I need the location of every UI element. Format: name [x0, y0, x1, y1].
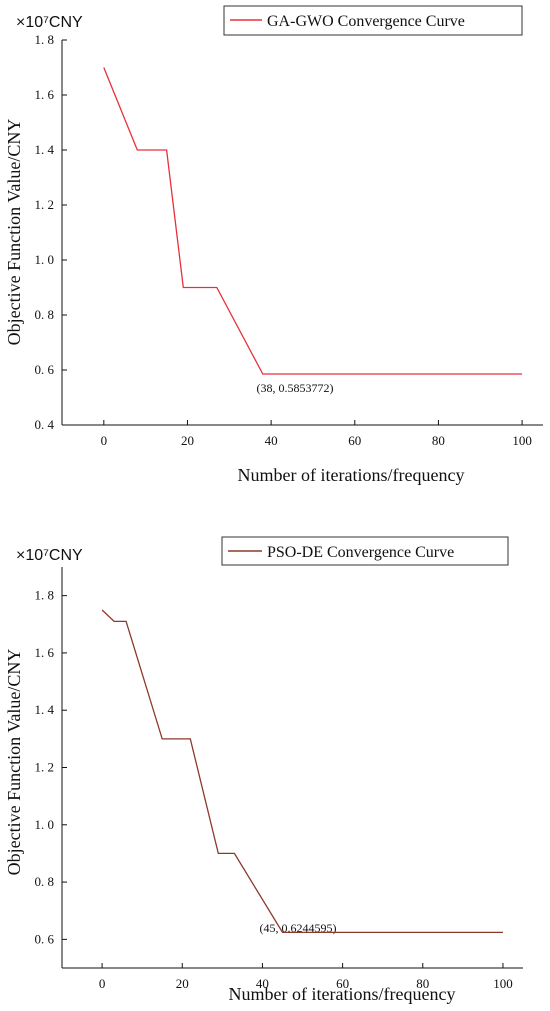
y-tick-label: 1. 4 [35, 702, 55, 717]
x-axis-label: Number of iterations/frequency [229, 984, 456, 1004]
series-line [101, 609, 503, 934]
pso-de-chart: ×10⁷CNY PSO-DE Convergence Curve Objecti… [4, 536, 523, 1004]
x-tick-label: 40 [256, 976, 269, 991]
legend-label: PSO-DE Convergence Curve [267, 544, 454, 561]
y-tick-label: 1. 8 [35, 32, 55, 47]
y-tick-label: 1. 2 [35, 197, 55, 212]
y-axis-label: Objective Function Value/CNY [4, 119, 24, 346]
y-tick-label: 1. 2 [35, 760, 55, 775]
x-tick-label: 40 [265, 433, 278, 448]
ga-gwo-chart: ×10⁷CNY GA-GWO Convergence Curve Objecti… [4, 5, 543, 485]
x-tick-label: 100 [512, 433, 532, 448]
x-tick-label: 60 [348, 433, 361, 448]
x-tick-label: 60 [336, 976, 349, 991]
y-tick-label: 0. 8 [35, 307, 55, 322]
x-tick-label: 0 [101, 433, 108, 448]
x-axis-label: Number of iterations/frequency [238, 465, 465, 485]
x-tick-label: 20 [181, 433, 194, 448]
x-tick-label: 20 [176, 976, 189, 991]
y-tick-label: 1. 0 [35, 252, 55, 267]
y-tick-label: 0. 6 [35, 931, 55, 946]
x-tick-label: 80 [416, 976, 429, 991]
series-line [103, 67, 523, 375]
y-tick-label: 1. 0 [35, 817, 55, 832]
legend-box [223, 5, 523, 36]
y-axis-label: Objective Function Value/CNY [4, 649, 24, 876]
legend-box [221, 536, 509, 566]
y-tick-label: 0. 4 [35, 417, 55, 432]
x-tick-label: 80 [432, 433, 445, 448]
y-tick-label: 1. 4 [35, 142, 55, 157]
legend-label: GA-GWO Convergence Curve [267, 13, 465, 30]
y-tick-label: 1. 8 [35, 588, 55, 603]
unit-label: ×10⁷CNY [16, 547, 83, 564]
min-point-annotation: (38, 0.5853772) [257, 381, 334, 395]
y-tick-label: 1. 6 [35, 645, 55, 660]
x-tick-label: 0 [99, 976, 106, 991]
y-tick-label: 1. 6 [35, 87, 55, 102]
x-tick-label: 100 [493, 976, 513, 991]
unit-label: ×10⁷CNY [16, 14, 83, 31]
min-point-annotation: (45, 0.6244595) [260, 921, 337, 935]
legend: PSO-DE Convergence Curve [221, 536, 509, 566]
legend: GA-GWO Convergence Curve [223, 5, 523, 36]
y-tick-label: 0. 8 [35, 874, 55, 889]
y-tick-label: 0. 6 [35, 362, 55, 377]
